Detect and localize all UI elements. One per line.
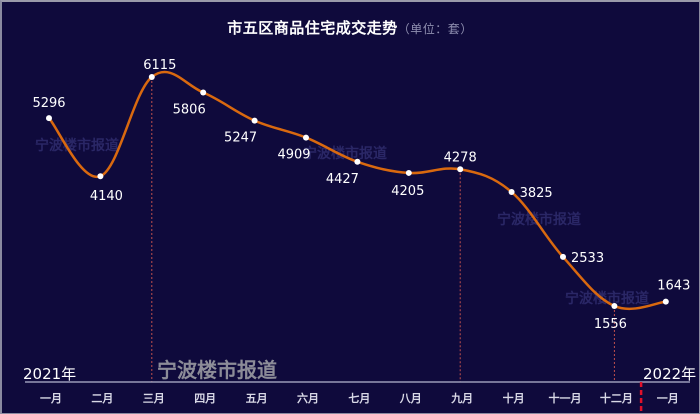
data-point-7[interactable] [354,158,361,165]
data-point-1[interactable] [46,115,52,122]
value-label-5: 5247 [224,131,257,146]
value-label-13: 1643 [657,279,690,294]
data-point-12[interactable] [611,303,618,309]
x-tick-label-1: 一月 [40,392,62,405]
watermark-text: 宁波楼市报道 [303,145,387,162]
chart-title-unit: （单位：套） [397,22,473,36]
x-tick-label-8: 八月 [399,392,422,405]
year-label-2021: 2021年 [23,365,76,383]
data-point-2[interactable] [97,173,104,180]
watermark-main: 宁波楼市报道 [157,358,277,382]
x-tick-label-4: 四月 [194,392,216,405]
chart-title: 市五区商品住宅成交走势（单位：套） [0,17,700,38]
data-point-4[interactable] [200,89,207,96]
x-tick-label-12: 十二月 [600,391,633,405]
data-point-8[interactable] [405,169,412,176]
watermark-text: 宁波楼市报道 [35,137,119,154]
series-line [48,70,666,311]
x-tick-label-7: 七月 [348,391,370,405]
data-point-5[interactable] [251,117,258,124]
x-tick-label-6: 六月 [297,391,319,405]
value-label-9: 4278 [444,150,477,165]
x-tick-label-5: 五月 [246,392,268,405]
data-point-6[interactable] [303,134,309,141]
data-point-9[interactable] [457,166,464,173]
data-point-11[interactable] [560,253,566,260]
value-label-7: 4427 [326,172,359,187]
chart-title-main: 市五区商品住宅成交走势 [227,19,398,37]
data-point-3[interactable] [148,74,155,80]
value-label-11: 2533 [571,251,604,266]
watermark-text: 宁波楼市报道 [565,290,649,307]
value-label-12: 1556 [594,317,627,332]
x-tick-label-10: 十月 [503,391,525,405]
value-label-2: 4140 [90,189,123,204]
x-tick-label-11: 十一月 [549,391,582,405]
value-label-6: 4909 [277,148,310,163]
value-label-1: 5296 [32,96,65,111]
data-point-13[interactable] [662,298,669,305]
data-point-10[interactable] [508,189,515,196]
watermark-text: 宁波楼市报道 [497,211,581,228]
x-tick-label-13: 一月 [657,392,679,405]
value-label-4: 5806 [173,103,206,118]
x-tick-label-3: 三月 [143,392,165,405]
year-label-2022: 2022年 [643,365,696,383]
x-tick-label-9: 九月 [450,391,473,405]
value-label-3: 6115 [143,58,176,73]
value-label-8: 4205 [391,184,424,199]
value-label-10: 3825 [520,186,553,201]
x-tick-label-2: 二月 [91,392,113,405]
